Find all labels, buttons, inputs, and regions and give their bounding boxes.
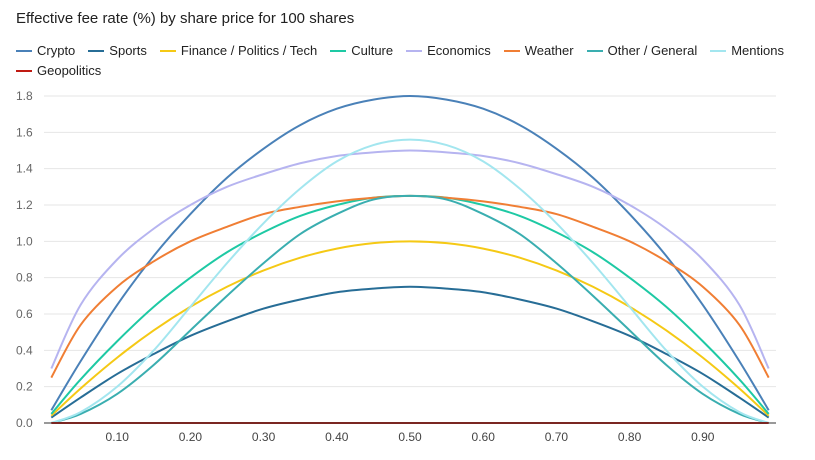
series-line-finance-politics-tech	[50, 240, 770, 417]
x-tick-label: 0.20	[179, 430, 203, 444]
legend-label: Crypto	[37, 43, 76, 58]
chart-title: Effective fee rate (%) by share price fo…	[16, 10, 355, 27]
y-tick-label: 1.2	[16, 198, 33, 212]
x-tick-label: 0.50	[398, 430, 422, 444]
x-tick-label: 0.40	[325, 430, 349, 444]
legend-swatch	[88, 49, 105, 52]
legend-label: Mentions	[731, 43, 784, 58]
legend-label: Weather	[524, 43, 574, 58]
legend-item[interactable]: Crypto	[16, 42, 75, 59]
legend-label: Geopolitics	[37, 63, 102, 78]
legend-label: Economics	[427, 43, 491, 58]
chart-legend: Crypto Sports Finance / Politics / Tech Cul…	[16, 42, 806, 79]
legend-label: Finance / Politics / Tech	[180, 43, 318, 58]
legend-swatch	[710, 49, 727, 52]
legend-label: Culture	[351, 43, 394, 58]
legend-item[interactable]: Sports	[88, 42, 147, 59]
legend-item[interactable]: Economics	[406, 42, 491, 59]
series-line-culture	[50, 194, 770, 415]
legend-label: Other / General	[607, 43, 698, 58]
legend-swatch	[406, 49, 423, 52]
x-tick-label: 0.90	[691, 430, 715, 444]
legend-item[interactable]: Weather	[503, 42, 574, 59]
series-line-crypto	[50, 94, 770, 411]
series-line-other-general	[51, 194, 769, 424]
legend-swatch	[16, 49, 32, 52]
series-line-mentions	[50, 138, 770, 424]
y-tick-label: 1.0	[16, 234, 33, 248]
legend-swatch	[503, 49, 520, 52]
x-tick-label: 0.60	[472, 430, 496, 444]
x-tick-label: 0.10	[106, 430, 130, 444]
y-tick-label: 1.6	[16, 125, 33, 139]
y-tick-label: 0.4	[16, 343, 33, 357]
legend-item[interactable]: Culture	[330, 42, 393, 59]
legend-item[interactable]: Mentions	[710, 42, 784, 59]
series-line-sports	[50, 285, 770, 419]
legend-item[interactable]: Geopolitics	[16, 62, 101, 79]
legend-swatch	[330, 49, 347, 52]
legend-label: Sports	[109, 43, 147, 58]
y-tick-label: 0.6	[16, 307, 33, 321]
legend-item[interactable]: Finance / Politics / Tech	[159, 42, 318, 59]
y-tick-label: 0.0	[16, 416, 33, 430]
x-tick-label: 0.80	[618, 430, 642, 444]
y-tick-label: 1.4	[16, 162, 33, 176]
y-tick-label: 1.8	[16, 89, 33, 103]
legend-swatch	[159, 49, 176, 52]
y-tick-label: 0.2	[16, 380, 33, 394]
legend-swatch	[586, 49, 603, 52]
x-tick-label: 0.70	[545, 430, 569, 444]
legend-item[interactable]: Other / General	[586, 42, 698, 59]
x-tick-label: 0.30	[252, 430, 276, 444]
y-tick-label: 0.8	[16, 271, 33, 285]
legend-swatch	[16, 69, 32, 72]
series-line-economics	[50, 149, 770, 369]
